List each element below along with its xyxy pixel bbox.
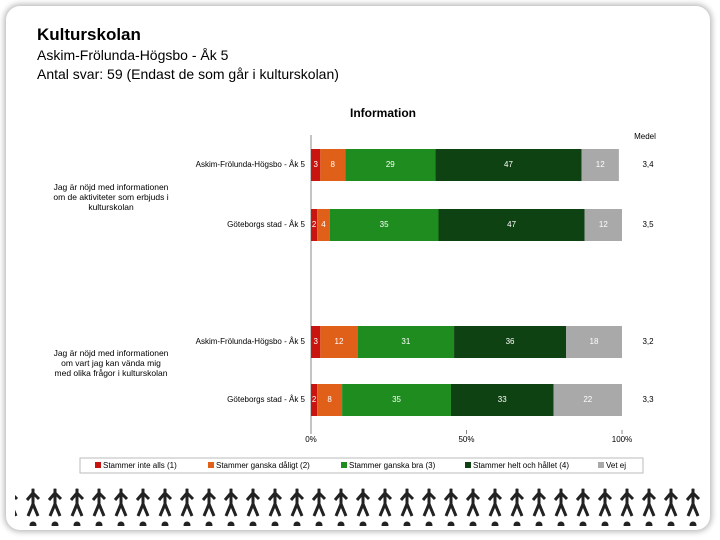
data-label: 8 [331, 160, 336, 169]
bar-segment [342, 384, 451, 416]
x-tick-label: 50% [458, 435, 474, 444]
data-label: 12 [596, 160, 605, 169]
legend-label: Stammer ganska bra (3) [349, 461, 436, 470]
data-label: 3 [313, 160, 318, 169]
data-label: 3 [313, 337, 318, 346]
bar-segment [357, 326, 455, 358]
data-label: 35 [380, 220, 389, 229]
row-label: Askim-Frölunda-Högsbo - Åk 5 [196, 160, 306, 169]
bar-segment [345, 149, 436, 181]
legend-box [79, 457, 644, 474]
note: Antal svar: 59 (Endast de som går i kult… [37, 66, 339, 82]
data-label: 2 [312, 220, 317, 229]
data-label: 35 [392, 395, 401, 404]
bar-segment [311, 209, 318, 241]
legend-label: Stammer ganska dåligt (2) [216, 461, 310, 470]
bar-segment [317, 209, 330, 241]
data-label: 12 [335, 337, 344, 346]
mean-header: Medel [634, 132, 656, 141]
bar-segment [581, 149, 619, 181]
data-label: 4 [321, 220, 326, 229]
x-tick-label: 100% [612, 435, 632, 444]
data-label: 22 [583, 395, 592, 404]
legend-label: Stammer helt och hållet (4) [473, 461, 569, 470]
legend-label: Stammer inte alls (1) [103, 461, 177, 470]
x-tick-label: 0% [305, 435, 317, 444]
data-label: 29 [386, 160, 395, 169]
legend-label: Vet ej [606, 461, 626, 470]
legend-swatch [341, 462, 347, 468]
legend-swatch [598, 462, 604, 468]
bar-segment [584, 209, 622, 241]
bar-segment [320, 326, 358, 358]
question-label: Jag är nöjd med informationen om vart ja… [53, 348, 169, 378]
mean-value: 3,4 [642, 160, 654, 169]
data-label: 12 [599, 220, 608, 229]
bar-segment [435, 149, 582, 181]
bar-segment [553, 384, 622, 416]
row-label: Askim-Frölunda-Högsbo - Åk 5 [196, 337, 306, 346]
legend-swatch [208, 462, 214, 468]
title: Kulturskolan [37, 25, 141, 44]
row-label: Göteborgs stad - Åk 5 [227, 395, 305, 404]
data-label: 33 [498, 395, 507, 404]
mean-value: 3,2 [642, 337, 654, 346]
bar-segment [438, 209, 585, 241]
chart-title: Information [350, 106, 416, 120]
data-label: 31 [401, 337, 410, 346]
data-label: 36 [506, 337, 515, 346]
question-label: Jag är nöjd med informationen om de akti… [53, 182, 169, 212]
subtitle: Askim-Frölunda-Högsbo - Åk 5 [37, 47, 229, 63]
bar-segment [566, 326, 622, 358]
data-label: 47 [504, 160, 513, 169]
bar-segment [454, 326, 567, 358]
legend-swatch [95, 462, 101, 468]
legend-swatch [465, 462, 471, 468]
bar-segment [311, 326, 321, 358]
data-label: 47 [507, 220, 516, 229]
bar-segment [311, 149, 321, 181]
row-label: Göteborgs stad - Åk 5 [227, 220, 305, 229]
data-label: 2 [312, 395, 317, 404]
bar-segment [320, 149, 346, 181]
bar-segment [450, 384, 554, 416]
bar-segment [317, 384, 343, 416]
decoration [15, 488, 705, 526]
bar-segment [311, 384, 318, 416]
data-label: 18 [590, 337, 599, 346]
mean-value: 3,3 [642, 395, 654, 404]
data-label: 8 [327, 395, 332, 404]
bar-segment [329, 209, 439, 241]
mean-value: 3,5 [642, 220, 654, 229]
